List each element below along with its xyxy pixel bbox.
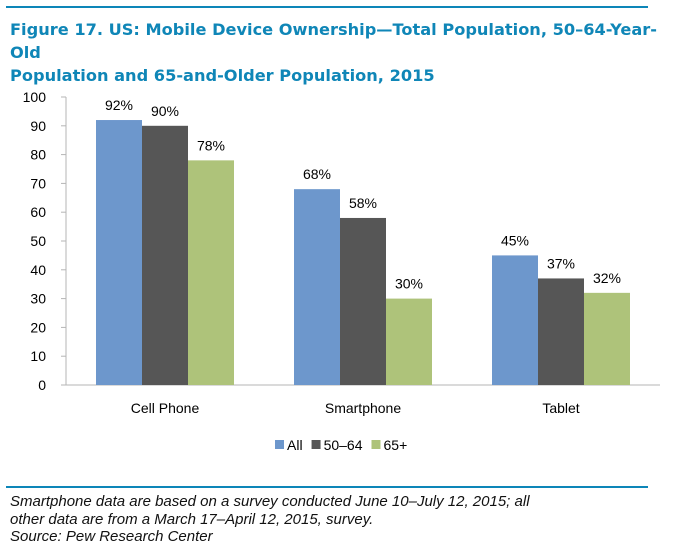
x-category-label: Cell Phone <box>131 400 200 416</box>
x-category-label: Smartphone <box>325 400 401 416</box>
y-tick-label: 100 <box>23 89 47 105</box>
y-tick-label: 20 <box>30 319 46 335</box>
footnote-line-1: Smartphone data are based on a survey co… <box>10 493 530 510</box>
footnote-line-2: other data are from a March 17–April 12,… <box>10 510 374 528</box>
y-tick-label: 60 <box>30 204 46 220</box>
legend-swatch <box>311 440 321 449</box>
bar <box>340 217 386 385</box>
x-category-label: Tablet <box>542 400 579 416</box>
data-label: 32% <box>593 270 621 286</box>
data-label: 78% <box>197 137 225 153</box>
data-label: 45% <box>501 232 529 248</box>
legend-label: All <box>287 437 303 453</box>
bar <box>294 189 340 385</box>
y-tick-label: 0 <box>38 377 46 393</box>
data-label: 30% <box>395 276 423 292</box>
y-tick-label: 40 <box>30 262 46 278</box>
bar <box>584 292 630 385</box>
bar-chart: 0 10 20 30 40 50 60 70 80 90 100 92% 90% 78% Cell Phon… <box>23 89 660 453</box>
legend-swatch <box>275 440 284 449</box>
data-label: 68% <box>303 166 331 182</box>
figure-title: Figure 17. US: Mobile Device Ownership—T… <box>10 18 660 87</box>
y-tick-label: 90 <box>30 118 46 134</box>
y-tick-label: 10 <box>30 348 46 364</box>
bar <box>538 278 584 385</box>
bar <box>142 125 188 386</box>
bottom-rule <box>6 486 648 488</box>
bar <box>188 160 234 385</box>
data-label: 90% <box>151 103 179 119</box>
legend-swatch <box>371 440 381 449</box>
y-tick-label: 30 <box>30 291 46 307</box>
data-label: 37% <box>547 255 575 271</box>
legend-label: 65+ <box>384 437 408 453</box>
y-tick-label: 80 <box>30 147 46 163</box>
bar <box>492 255 538 385</box>
legend-label: 50–64 <box>324 437 363 453</box>
data-label: 92% <box>105 97 133 113</box>
figure-title-line-2: Population and 65-and-Older Population, … <box>10 66 435 85</box>
y-tick-label: 50 <box>30 233 46 249</box>
y-tick-label: 70 <box>30 175 46 191</box>
data-label: 58% <box>349 195 377 211</box>
figure-title-line-1: Figure 17. US: Mobile Device Ownership—T… <box>10 20 657 62</box>
top-rule <box>6 6 648 8</box>
source-note: Source: Pew Research Center <box>10 528 213 545</box>
bar <box>386 298 432 385</box>
footnote: Smartphone data are based on a survey co… <box>10 493 660 546</box>
bar <box>96 120 142 385</box>
